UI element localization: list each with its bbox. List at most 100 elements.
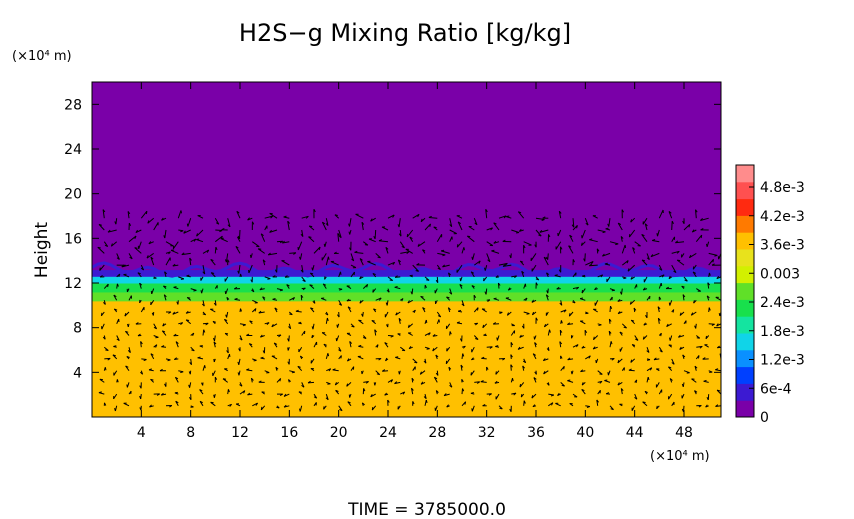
wind-vector bbox=[457, 221, 463, 231]
wind-vector-head bbox=[134, 235, 137, 239]
wind-vector-head bbox=[172, 311, 176, 315]
wind-vector-head bbox=[671, 362, 675, 365]
wind-vector-head bbox=[424, 284, 427, 289]
wind-vector-head bbox=[630, 219, 633, 223]
wind-vector bbox=[239, 229, 241, 239]
wind-vector-head bbox=[251, 289, 255, 293]
wind-vector-head bbox=[598, 324, 602, 326]
wind-vector bbox=[486, 241, 494, 247]
wind-vector-head bbox=[632, 344, 636, 346]
wind-vector-head bbox=[251, 221, 255, 225]
wind-vector-head bbox=[188, 396, 192, 401]
wind-vector-head bbox=[359, 276, 362, 280]
wind-vector-head bbox=[484, 267, 486, 271]
wind-vector-head bbox=[238, 348, 241, 352]
colorbar-segment bbox=[736, 282, 754, 300]
x-tick-label: 28 bbox=[428, 425, 446, 441]
wind-vector-head bbox=[669, 337, 671, 341]
wind-vector-head bbox=[470, 392, 474, 394]
wind-vector-head bbox=[576, 286, 580, 290]
wind-vector-head bbox=[173, 286, 177, 288]
wind-vector bbox=[150, 256, 155, 266]
wind-vector-head bbox=[448, 307, 451, 311]
wind-vector-head bbox=[681, 285, 685, 288]
colorbar-label: 6e-4 bbox=[760, 381, 792, 397]
wind-vector-head bbox=[247, 217, 250, 221]
y-axis: 4 8 12 16 20 24 28 bbox=[64, 97, 721, 381]
wind-vector-head bbox=[482, 403, 486, 407]
wind-vector bbox=[321, 253, 327, 261]
wind-vector-head bbox=[523, 245, 526, 249]
wind-vector bbox=[289, 252, 296, 254]
wind-vector bbox=[456, 241, 463, 248]
wind-vector-head bbox=[462, 388, 465, 392]
wind-vector-head bbox=[394, 275, 398, 278]
wind-vector-head bbox=[199, 400, 203, 404]
wind-vector-head bbox=[588, 355, 591, 359]
wind-vector-head bbox=[599, 381, 603, 384]
wind-vector-head bbox=[377, 256, 381, 259]
wind-vector-head bbox=[297, 365, 301, 368]
wind-vector bbox=[602, 252, 611, 257]
wind-vector-head bbox=[428, 332, 431, 336]
wind-vector-head bbox=[140, 267, 144, 271]
wind-vector-head bbox=[523, 400, 526, 404]
wind-vector-head bbox=[372, 289, 374, 293]
wind-vector-head bbox=[643, 322, 646, 326]
wind-vector-head bbox=[481, 356, 485, 359]
wind-vector-head bbox=[239, 384, 243, 387]
wind-vector bbox=[589, 239, 598, 243]
wind-vector-head bbox=[538, 234, 542, 237]
wind-vector-head bbox=[596, 248, 600, 252]
wind-vector-head bbox=[176, 301, 179, 305]
wind-vector-head bbox=[560, 355, 563, 359]
y-axis-label: Height bbox=[32, 222, 52, 279]
wind-vector-head bbox=[338, 303, 342, 306]
wind-vector-head bbox=[397, 224, 400, 228]
wind-vector bbox=[215, 229, 223, 231]
wind-vector-head bbox=[180, 230, 184, 233]
wind-vector-head bbox=[258, 380, 262, 383]
wind-vector-head bbox=[139, 407, 142, 411]
wind-vector-head bbox=[302, 287, 306, 291]
wind-vector-head bbox=[623, 326, 627, 329]
wind-vector-head bbox=[522, 360, 526, 364]
wind-vector bbox=[387, 261, 395, 266]
wind-vector-head bbox=[300, 355, 304, 359]
wind-vector-head bbox=[237, 270, 240, 274]
wind-vector-head bbox=[567, 322, 571, 325]
wind-vector-head bbox=[519, 384, 521, 388]
wind-vector-head bbox=[496, 337, 498, 341]
wind-vector bbox=[700, 217, 709, 221]
wind-vector-head bbox=[478, 260, 481, 264]
wind-vector bbox=[196, 239, 204, 243]
wind-vector-head bbox=[699, 345, 703, 349]
wind-vector-head bbox=[385, 246, 389, 250]
colorbar-label: 4.8e-3 bbox=[760, 180, 805, 196]
wind-vector bbox=[440, 250, 450, 254]
wind-vector-head bbox=[611, 289, 615, 292]
wind-vector-head bbox=[694, 325, 697, 329]
wind-vector-head bbox=[205, 322, 209, 326]
wind-vector-head bbox=[272, 275, 276, 278]
wind-vector-head bbox=[201, 382, 204, 386]
wind-vector-head bbox=[305, 215, 309, 219]
wind-vector-head bbox=[149, 404, 152, 408]
wind-vector-head bbox=[420, 381, 424, 385]
y-tick-label: 4 bbox=[73, 365, 82, 381]
wind-vector-head bbox=[698, 355, 700, 359]
wind-vector-head bbox=[114, 221, 117, 225]
wind-vector-head bbox=[189, 361, 192, 366]
wind-vector-head bbox=[395, 356, 399, 358]
wind-vector-head bbox=[293, 252, 297, 255]
wind-vector-head bbox=[284, 275, 288, 278]
wind-vector-head bbox=[97, 246, 101, 249]
wind-vector-head bbox=[437, 267, 441, 270]
wind-vector-head bbox=[307, 380, 311, 384]
wind-vector-head bbox=[299, 256, 301, 260]
wind-vector-head bbox=[467, 235, 471, 238]
wind-vector-head bbox=[448, 272, 451, 276]
wind-vector-head bbox=[394, 286, 398, 288]
wind-vector-head bbox=[646, 257, 650, 260]
wind-vector-head bbox=[693, 300, 695, 304]
